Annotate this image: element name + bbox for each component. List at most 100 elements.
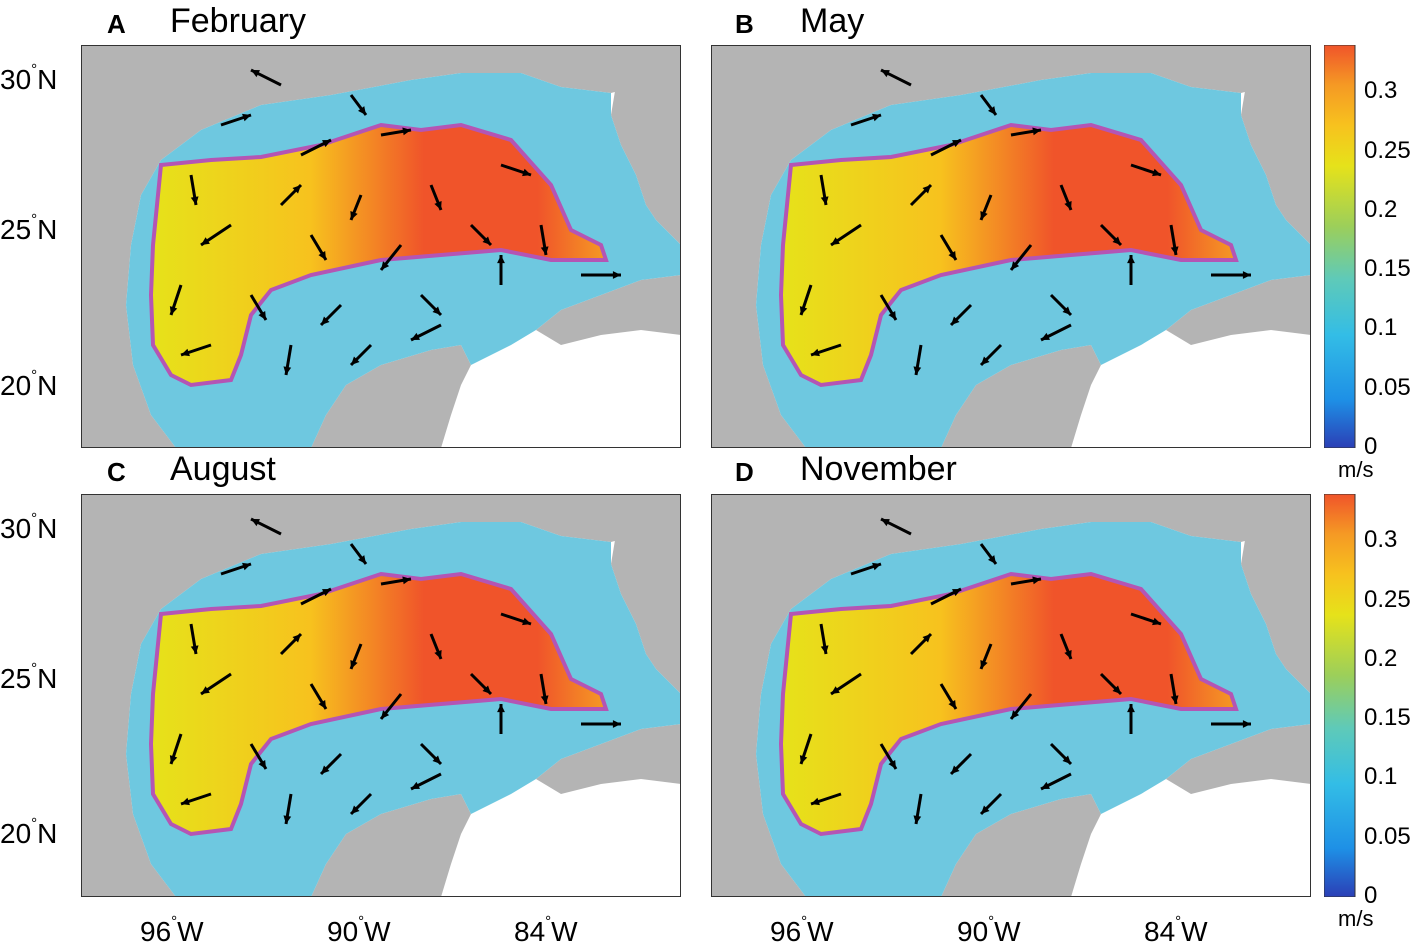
arrow-head xyxy=(283,815,292,824)
arrow-head xyxy=(913,366,922,375)
arrow-head xyxy=(434,201,442,210)
arrow-head xyxy=(872,113,881,122)
arrow-head xyxy=(881,519,890,527)
arrow-head xyxy=(988,555,996,564)
arrow-head xyxy=(497,255,505,264)
arrow-head xyxy=(1152,617,1161,626)
arrow-head xyxy=(522,617,531,626)
map-frame xyxy=(711,45,1311,448)
arrow-head xyxy=(283,366,292,375)
arrow-head xyxy=(811,348,820,357)
map-panel-c xyxy=(81,494,681,897)
arrow-head xyxy=(881,70,890,78)
speed-contour xyxy=(148,571,609,837)
arrow-head xyxy=(522,168,531,177)
colorbar-tick-label: 0.25 xyxy=(1364,136,1411,164)
map-content xyxy=(711,45,1311,448)
colorbar-tick-label: 0 xyxy=(1364,433,1378,460)
arrow-head xyxy=(1062,755,1071,764)
lat-tick-20-bottom: 20°N xyxy=(0,815,58,849)
speed-contour xyxy=(148,122,609,388)
land-mass xyxy=(536,275,681,345)
arrow-head xyxy=(432,755,441,764)
arrow-head xyxy=(1032,127,1041,136)
fast-current-region xyxy=(781,574,1236,834)
colorbar-bottom xyxy=(1324,494,1356,897)
arrow-head xyxy=(540,246,549,255)
fast-current-region xyxy=(781,125,1236,385)
lat-tick-20-top: 20°N xyxy=(0,367,58,401)
arrow-head xyxy=(948,700,956,709)
panel-letter-a: A xyxy=(107,9,126,39)
arrow-head xyxy=(1112,685,1121,694)
arrow-head xyxy=(1011,261,1020,270)
arrow-head xyxy=(190,645,199,654)
arrow-head xyxy=(988,106,996,115)
fast-current-region xyxy=(151,574,606,834)
arrow-head xyxy=(350,211,358,220)
colorbar-tick-label: 0.05 xyxy=(1364,373,1411,401)
land-mass xyxy=(536,724,681,794)
arrow-head xyxy=(980,660,988,669)
arrow-head xyxy=(1112,236,1121,245)
panel-title-c: August xyxy=(170,450,276,488)
colorbar-tick-label: 0.15 xyxy=(1364,255,1411,283)
lon-tick-96-right: 96°W xyxy=(770,913,834,947)
arrow-head xyxy=(432,306,441,315)
lat-tick-25-top: 25°N xyxy=(0,211,58,245)
arrow-head xyxy=(434,650,442,659)
arrow-head xyxy=(1041,781,1050,789)
panel-title-b: May xyxy=(800,2,865,40)
colorbar-tick-label: 0.2 xyxy=(1364,644,1398,672)
map-panel-a xyxy=(81,45,681,448)
arrow-head xyxy=(1127,704,1135,713)
map-frame xyxy=(81,45,681,448)
arrow-head xyxy=(981,805,990,814)
arrow-head xyxy=(981,356,990,365)
arrow-head xyxy=(951,316,960,325)
arrow-head xyxy=(358,555,366,564)
map-frame xyxy=(81,494,681,897)
arrow-head xyxy=(497,704,505,713)
panel-letter-b: B xyxy=(735,9,754,39)
arrow-head xyxy=(351,805,360,814)
arrow-head xyxy=(1011,710,1020,719)
arrow-head xyxy=(351,356,360,365)
lon-tick-90-right: 90°W xyxy=(957,913,1021,947)
colorbar-tick-label: 0.25 xyxy=(1364,585,1411,613)
arrow-head xyxy=(820,645,829,654)
colorbar-tick-label: 0.3 xyxy=(1364,77,1398,105)
map-frame xyxy=(711,494,1311,897)
arrow-head xyxy=(169,755,178,764)
arrow-head xyxy=(169,306,178,315)
lon-tick-84-left: 84°W xyxy=(514,913,578,947)
colorbar-tick-label: 0.3 xyxy=(1364,526,1398,554)
arrow-head xyxy=(612,271,621,279)
arrow-head xyxy=(201,237,210,245)
arrow-head xyxy=(951,765,960,774)
panel-title-d: November xyxy=(800,450,957,488)
land-mass xyxy=(311,794,471,897)
land-mass xyxy=(611,504,681,694)
lat-tick-30-bottom: 30°N xyxy=(0,510,58,544)
arrow-head xyxy=(1152,168,1161,177)
land-mass xyxy=(1241,504,1311,694)
arrow-head xyxy=(251,70,260,78)
arrow-head xyxy=(831,237,840,245)
land-mass xyxy=(1166,275,1311,345)
arrow-head xyxy=(258,311,266,320)
arrow-head xyxy=(1127,255,1135,264)
arrow-head xyxy=(1062,306,1071,315)
arrow-head xyxy=(799,306,808,315)
arrow-head xyxy=(1170,246,1179,255)
arrow-head xyxy=(980,211,988,220)
arrow-head xyxy=(201,686,210,694)
arrow-head xyxy=(482,685,491,694)
speed-contour xyxy=(778,571,1239,837)
arrow-head xyxy=(799,755,808,764)
panel-letter-d: D xyxy=(735,457,754,487)
arrow-head xyxy=(321,316,330,325)
arrow-head xyxy=(482,236,491,245)
arrow-head xyxy=(1242,271,1251,279)
lon-tick-96-left: 96°W xyxy=(140,913,204,947)
